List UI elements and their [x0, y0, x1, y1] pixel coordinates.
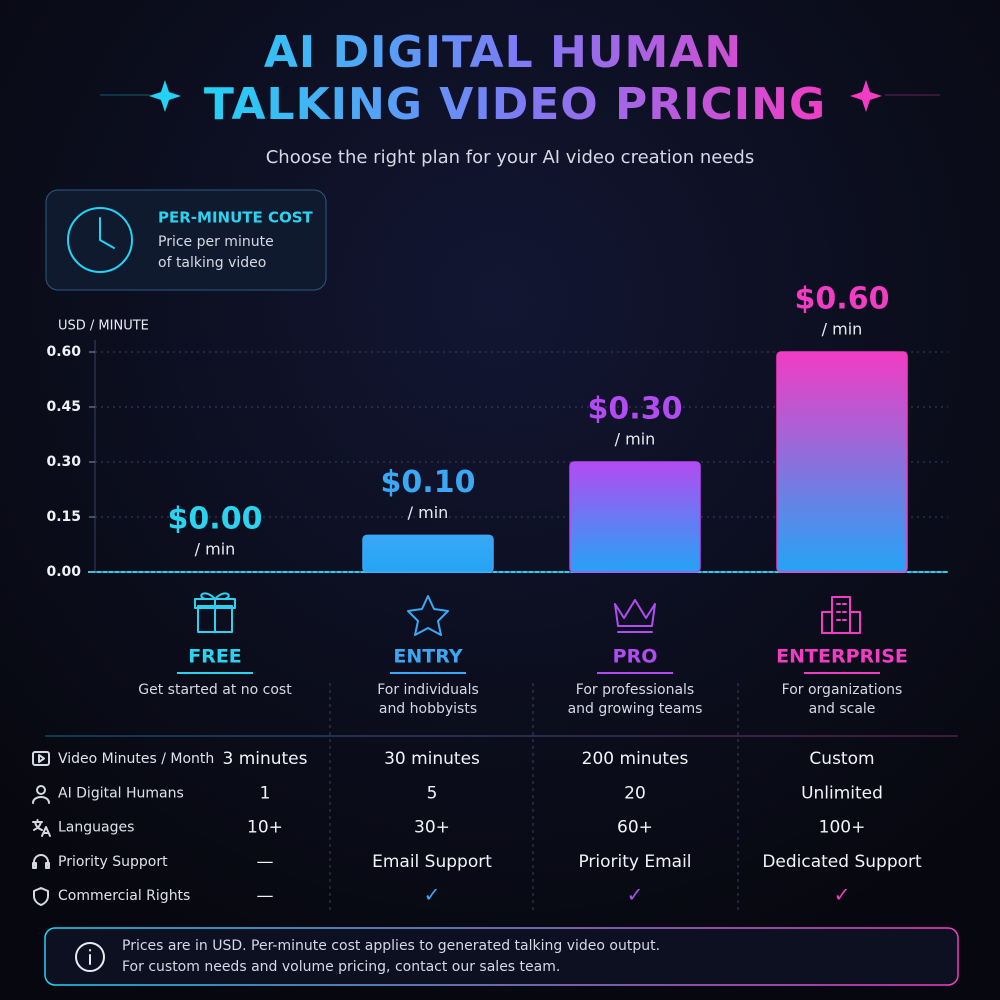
plan-description: Get started at no cost [138, 682, 292, 698]
value-label: $0.30 [588, 392, 683, 427]
column-dividers [329, 683, 739, 912]
info-text: Price per minute [158, 234, 274, 250]
plan-name: FREE [188, 646, 242, 668]
footer-box [44, 927, 959, 986]
footer-note: Prices are in USD. Per-minute cost appli… [122, 938, 660, 954]
unit-label: / min [822, 320, 863, 339]
plan-name: ENTERPRISE [776, 646, 908, 668]
y-axis-label: USD / MINUTE [58, 319, 149, 334]
y-tick-label: 0.45 [46, 399, 81, 415]
feature-value: 30+ [414, 818, 450, 838]
bar [569, 461, 701, 573]
feature-label: AI Digital Humans [58, 785, 184, 801]
clock-icon [67, 207, 133, 273]
plan-description: For professionals [576, 682, 694, 698]
feature-value: — [257, 852, 274, 872]
y-tick-label: 0.00 [46, 564, 81, 580]
feature-label: Priority Support [58, 854, 168, 870]
plan-name: ENTRY [393, 646, 462, 668]
info-icon [75, 942, 105, 972]
plan-description: and hobbyists [379, 701, 477, 717]
plan-description: and growing teams [568, 701, 703, 717]
bar [362, 534, 494, 573]
plan-description: For individuals [377, 682, 479, 698]
feature-value: 200 minutes [582, 749, 689, 769]
clock-hands [99, 217, 115, 249]
feature-label: Commercial Rights [58, 888, 190, 904]
subtitle: Choose the right plan for your AI video … [266, 147, 755, 168]
feature-value: — [257, 886, 274, 906]
y-tick-label: 0.60 [46, 344, 81, 360]
unit-label: / min [615, 430, 656, 449]
feature-value: 100+ [819, 818, 866, 838]
feature-value: 20 [624, 783, 646, 803]
star-icon [407, 595, 449, 636]
feature-value: Dedicated Support [762, 852, 922, 872]
building-icon [821, 596, 861, 634]
feature-value: 60+ [617, 818, 653, 838]
unit-label: / min [195, 540, 236, 559]
feature-label: Video Minutes / Month [58, 751, 214, 767]
footer-note: For custom needs and volume pricing, con… [122, 959, 560, 975]
feature-icons [32, 751, 51, 906]
feature-value: Email Support [372, 852, 492, 872]
feature-value: ✓ [834, 883, 851, 907]
feature-value: Custom [809, 749, 874, 769]
feature-value: ✓ [627, 883, 644, 907]
crown-icon [614, 599, 656, 633]
feature-value: 5 [427, 783, 438, 803]
sparkle [850, 80, 882, 112]
bar [776, 351, 908, 573]
value-label: $0.00 [168, 502, 263, 537]
value-label: $0.10 [381, 465, 476, 500]
feature-label: Languages [58, 820, 134, 836]
title-line: TALKING VIDEO PRICING [204, 79, 826, 130]
gift-icon [194, 592, 236, 633]
unit-label: / min [408, 503, 449, 522]
title-line: AI DIGITAL HUMAN [264, 27, 742, 78]
y-tick-label: 0.30 [46, 454, 81, 470]
feature-value: 10+ [247, 818, 283, 838]
plan-description: For organizations [782, 682, 903, 698]
feature-value: 30 minutes [384, 749, 480, 769]
feature-value: ✓ [424, 883, 441, 907]
plan-name: PRO [613, 646, 658, 668]
info-title: PER-MINUTE COST [158, 209, 314, 227]
feature-value: Unlimited [801, 783, 883, 803]
feature-value: Priority Email [578, 852, 691, 872]
info-text: of talking video [158, 255, 266, 271]
value-label: $0.60 [795, 282, 890, 317]
feature-value: 3 minutes [222, 749, 307, 769]
feature-value: 1 [260, 783, 271, 803]
info-card [45, 189, 327, 291]
sparkle [149, 80, 181, 112]
y-tick-label: 0.15 [46, 509, 81, 525]
plan-description: and scale [809, 701, 876, 717]
